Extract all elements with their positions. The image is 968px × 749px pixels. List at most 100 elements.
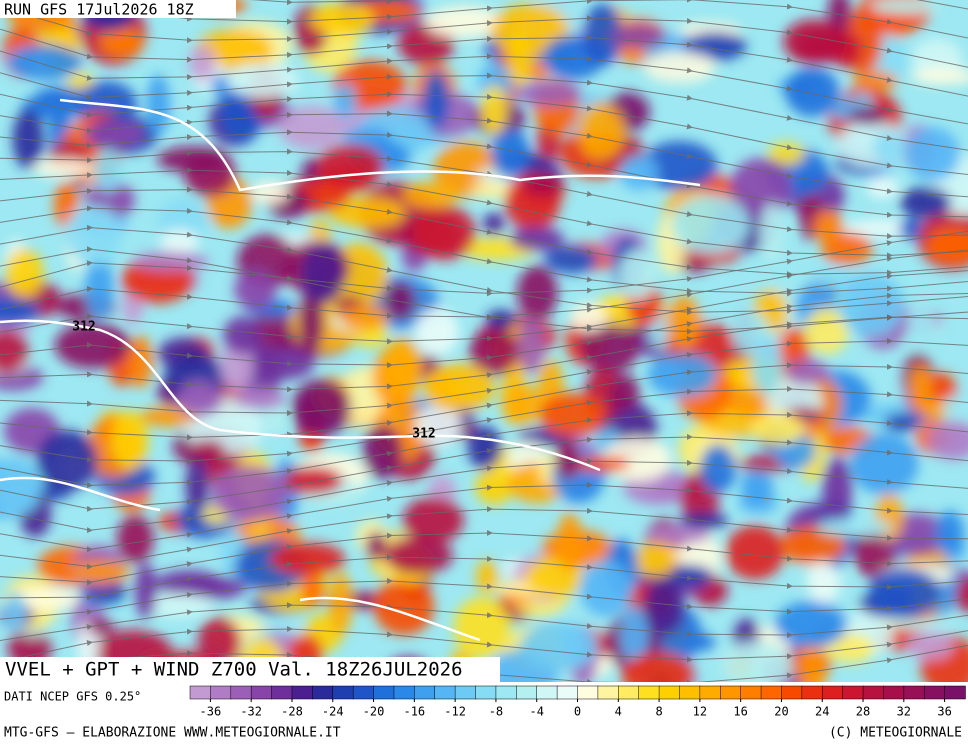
footer-right: (C) METEOGIORNALE bbox=[829, 726, 962, 741]
colorbar-tick-label: 12 bbox=[693, 705, 707, 719]
vvel-blob bbox=[539, 392, 606, 437]
vvel-blob bbox=[485, 309, 517, 330]
vvel-blob bbox=[813, 209, 844, 245]
vvel-blob bbox=[185, 459, 209, 511]
vvel-blob bbox=[670, 194, 750, 255]
vvel-blob bbox=[556, 512, 583, 571]
title-box bbox=[0, 657, 500, 682]
vvel-blob bbox=[383, 536, 453, 575]
vvel-blob bbox=[905, 127, 960, 182]
colorbar-tick-label: 0 bbox=[574, 705, 581, 719]
contour-label: 312 bbox=[412, 427, 435, 442]
colorbar-swatch bbox=[638, 685, 660, 700]
colorbar-tick-label: 32 bbox=[897, 705, 911, 719]
contour-line bbox=[59, 98, 701, 192]
footer-left: MTG-GFS – ELABORAZIONE WWW.METEOGIORNALE… bbox=[4, 726, 341, 741]
vvel-blob bbox=[544, 245, 598, 274]
vvel-blob bbox=[517, 81, 583, 106]
colorbar-swatch bbox=[720, 685, 742, 700]
vvel-blob bbox=[784, 358, 829, 385]
vvel-blob bbox=[504, 385, 543, 425]
vvel-blob bbox=[740, 468, 774, 505]
map-title: VVEL + GPT + WIND Z700 Val. 18Z26JUL2026 bbox=[5, 659, 463, 681]
vvel-blob bbox=[572, 455, 631, 473]
colorbar-swatch bbox=[842, 685, 864, 700]
colorbar-tick-label: -28 bbox=[281, 705, 303, 719]
vvel-blob bbox=[422, 69, 450, 129]
vvel-blob bbox=[226, 62, 300, 99]
vvel-blob bbox=[926, 228, 968, 264]
wind-streamlines bbox=[0, 0, 968, 682]
vvel-blob bbox=[156, 146, 230, 173]
colorbar-swatch bbox=[189, 685, 212, 700]
colorbar-swatch bbox=[556, 685, 579, 700]
colorbar-tick-label: 20 bbox=[774, 705, 788, 719]
vvel-blob bbox=[93, 148, 122, 193]
vvel-blob bbox=[5, 248, 44, 299]
colorbar-swatch bbox=[577, 685, 599, 700]
vvel-blob bbox=[6, 44, 83, 80]
map-field: 312 312 bbox=[0, 0, 968, 682]
gpt-contours bbox=[0, 98, 701, 642]
colorbar-tick-label: 8 bbox=[655, 705, 662, 719]
vvel-blob bbox=[910, 68, 968, 85]
colorbar-swatch bbox=[923, 685, 946, 700]
colorbar-swatch bbox=[271, 685, 293, 700]
vvel-blob bbox=[517, 317, 545, 373]
vvel-blob bbox=[808, 561, 839, 605]
contour-line bbox=[299, 596, 481, 642]
run-label: RUN GFS 17Jul2026 18Z bbox=[4, 1, 194, 19]
colorbar-tick-label: -8 bbox=[489, 705, 503, 719]
colorbar-swatch bbox=[475, 685, 497, 700]
vvel-blob bbox=[328, 571, 353, 636]
colorbar-swatch bbox=[454, 685, 477, 700]
vvel-blob bbox=[402, 181, 460, 208]
colorbar-swatch bbox=[352, 685, 375, 700]
contour-line bbox=[0, 319, 601, 472]
vvel-blob bbox=[382, 337, 423, 396]
colorbar-swatch bbox=[699, 685, 722, 700]
vvel-blob bbox=[414, 308, 459, 356]
contour-label: 312 bbox=[72, 320, 95, 335]
vvel-blob bbox=[509, 226, 565, 252]
vvel-blob bbox=[872, 130, 906, 163]
colorbar-swatch bbox=[903, 685, 925, 700]
vvel-blob bbox=[900, 186, 952, 219]
vvel-blob bbox=[643, 578, 686, 636]
vvel-blob bbox=[849, 107, 889, 125]
colorbar-swatch bbox=[536, 685, 558, 700]
colorbar-swatch bbox=[658, 685, 681, 700]
vvel-blob bbox=[65, 204, 123, 267]
colorbar-swatch bbox=[618, 685, 640, 700]
colorbar-swatch bbox=[801, 685, 823, 700]
colorbar-swatch bbox=[740, 685, 762, 700]
vvel-blob bbox=[423, 363, 495, 413]
vvel-blob bbox=[610, 23, 666, 49]
vvel-blob bbox=[935, 510, 965, 557]
vvel-blob bbox=[519, 622, 599, 671]
vvel-blob bbox=[480, 85, 508, 135]
vvel-blob bbox=[116, 514, 154, 564]
vvel-blob bbox=[300, 242, 345, 304]
colorbar-swatch bbox=[291, 685, 314, 700]
colorbar-tick-label: 24 bbox=[815, 705, 829, 719]
vvel-blob bbox=[691, 634, 716, 651]
vvel-blob bbox=[235, 387, 287, 410]
vvel-blob bbox=[0, 297, 40, 326]
vvel-blob bbox=[955, 578, 968, 614]
colorbar-tick-label: -20 bbox=[363, 705, 385, 719]
vvel-blob bbox=[905, 295, 936, 354]
vvel-blob bbox=[909, 363, 933, 413]
vvel-blob bbox=[4, 591, 27, 633]
colorbar-swatch bbox=[821, 685, 844, 700]
vvel-blob bbox=[906, 631, 954, 660]
colorbar-swatch bbox=[393, 685, 416, 700]
vvel-blob bbox=[316, 144, 384, 188]
vvel-blob bbox=[0, 329, 29, 374]
source-label: DATI NCEP GFS 0.25° bbox=[4, 690, 141, 704]
colorbar-tick-label: 36 bbox=[937, 705, 951, 719]
vvel-blob bbox=[867, 567, 941, 619]
vvel-blob bbox=[774, 601, 848, 648]
vvel-blob bbox=[579, 559, 632, 617]
vvel-blob bbox=[71, 560, 131, 583]
